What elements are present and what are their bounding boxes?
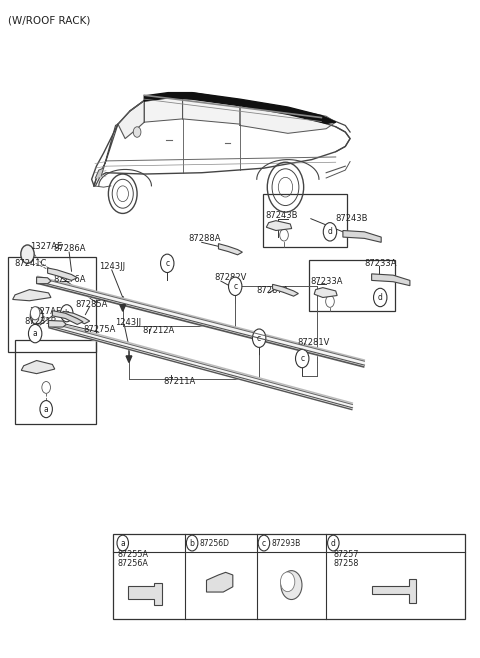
Polygon shape (343, 230, 381, 242)
Polygon shape (273, 284, 299, 296)
Circle shape (280, 572, 295, 592)
Text: 87256A: 87256A (118, 559, 149, 568)
Text: d: d (331, 538, 336, 547)
Polygon shape (218, 243, 242, 255)
Polygon shape (52, 311, 83, 324)
Text: 87212A: 87212A (142, 326, 174, 336)
Text: c: c (233, 282, 237, 291)
Circle shape (133, 127, 141, 138)
Circle shape (30, 307, 40, 320)
Text: 87211A: 87211A (163, 377, 196, 386)
Text: 87241C: 87241C (14, 259, 47, 268)
Circle shape (117, 535, 129, 551)
Text: 87285A: 87285A (75, 299, 107, 309)
Text: 87255A: 87255A (118, 550, 149, 559)
Circle shape (325, 295, 334, 307)
Text: a: a (44, 405, 48, 414)
Circle shape (28, 324, 42, 343)
Circle shape (186, 535, 198, 551)
Bar (310, 260, 395, 311)
Circle shape (228, 277, 242, 295)
Text: c: c (262, 538, 266, 547)
Text: 87287A: 87287A (256, 286, 289, 295)
Circle shape (281, 570, 302, 599)
Polygon shape (314, 288, 337, 297)
Circle shape (296, 349, 309, 368)
Bar (15, 340, 96, 424)
Bar (263, 194, 347, 247)
Polygon shape (182, 96, 240, 124)
Text: 1327AE: 1327AE (29, 307, 61, 316)
Text: 87275A: 87275A (83, 325, 115, 334)
Text: 87231B: 87231B (24, 317, 57, 326)
Text: c: c (257, 334, 261, 343)
Text: 1243JJ: 1243JJ (115, 318, 141, 327)
Text: 87286A: 87286A (53, 244, 86, 253)
Text: 87293B: 87293B (271, 538, 300, 547)
Text: d: d (378, 293, 383, 302)
Polygon shape (144, 96, 182, 122)
Text: c: c (165, 259, 169, 268)
Text: 87257: 87257 (333, 550, 359, 559)
Circle shape (160, 254, 174, 272)
Bar (8, 257, 96, 352)
Circle shape (323, 222, 336, 241)
Polygon shape (240, 101, 336, 134)
Text: 87243B: 87243B (265, 211, 298, 220)
Circle shape (280, 229, 288, 241)
Polygon shape (128, 583, 162, 605)
Polygon shape (48, 320, 66, 327)
Circle shape (60, 305, 73, 322)
Polygon shape (126, 356, 132, 363)
Text: d: d (327, 227, 333, 236)
Polygon shape (96, 168, 104, 178)
Text: 87281V: 87281V (298, 338, 330, 347)
Polygon shape (21, 361, 55, 374)
Bar (113, 534, 465, 619)
Text: a: a (33, 329, 37, 338)
Circle shape (40, 401, 52, 418)
Text: (W/ROOF RACK): (W/ROOF RACK) (8, 15, 90, 26)
Circle shape (21, 245, 34, 263)
Text: 87243B: 87243B (336, 215, 368, 223)
Text: 87233A: 87233A (364, 259, 397, 268)
Text: 87233A: 87233A (311, 277, 343, 286)
Text: 1327AE: 1327AE (30, 242, 62, 251)
Text: 87288A: 87288A (188, 234, 221, 243)
Text: b: b (190, 538, 194, 547)
Circle shape (42, 382, 50, 393)
Text: 1243JJ: 1243JJ (99, 262, 125, 271)
Text: c: c (300, 354, 304, 363)
Text: 87258: 87258 (333, 559, 359, 568)
Polygon shape (63, 311, 90, 324)
Text: 87256D: 87256D (199, 538, 229, 547)
Text: b: b (64, 309, 69, 318)
Polygon shape (120, 305, 126, 311)
Polygon shape (144, 93, 336, 124)
Polygon shape (372, 579, 416, 603)
Text: 87276A: 87276A (53, 274, 86, 284)
Circle shape (327, 535, 339, 551)
Polygon shape (118, 101, 144, 139)
Polygon shape (12, 290, 51, 301)
Polygon shape (206, 572, 233, 592)
Polygon shape (36, 277, 51, 284)
Circle shape (30, 307, 43, 324)
Polygon shape (94, 124, 118, 186)
Polygon shape (266, 220, 292, 230)
Text: 87282V: 87282V (215, 273, 247, 282)
Text: a: a (120, 538, 125, 547)
Circle shape (373, 288, 387, 307)
Circle shape (258, 535, 270, 551)
Polygon shape (48, 268, 77, 280)
Circle shape (252, 329, 266, 347)
Polygon shape (372, 274, 410, 286)
